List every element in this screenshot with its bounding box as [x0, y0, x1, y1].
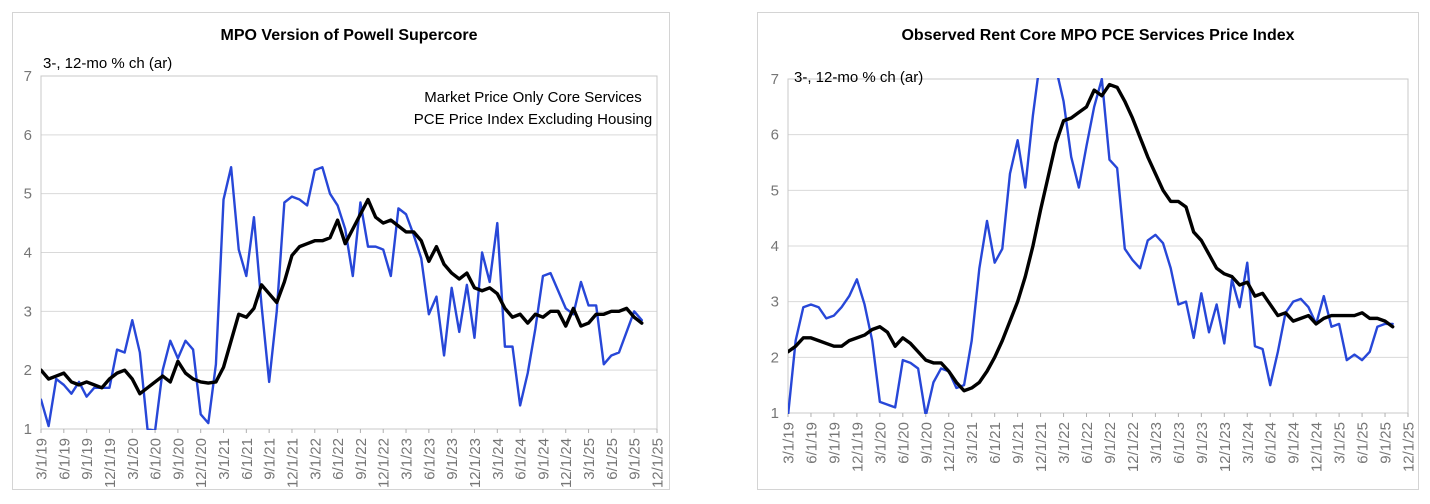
x-tick-label: 9/1/21: [262, 438, 279, 480]
y-axis-tick-labels: 1 2 3 4 5 6 7: [24, 68, 32, 438]
x-tick-label: 6/1/19: [56, 438, 73, 480]
x-tick-label: 3/1/25: [581, 438, 598, 480]
series-line-3mo: [788, 78, 1394, 414]
x-tick-label: 3/1/22: [1056, 422, 1073, 464]
y-tick-label: 4: [771, 238, 779, 255]
x-tick-label: 12/1/25: [1401, 422, 1418, 472]
y-tick-label: 3: [771, 294, 779, 311]
axis-units-label: 3-, 12-mo % ch (ar): [794, 69, 924, 86]
y-tick-label: 6: [24, 127, 32, 144]
x-tick-label: 6/1/20: [895, 422, 912, 464]
x-tick-label: 12/1/23: [1217, 422, 1234, 472]
x-tick-label: 12/1/19: [849, 422, 866, 472]
plot-border: [787, 78, 1409, 414]
x-tick-label: 6/1/20: [148, 438, 165, 480]
y-tick-label: 5: [771, 182, 779, 199]
chart-title: MPO Version of Powell Supercore: [220, 27, 478, 44]
x-tick-label: 12/1/24: [558, 438, 575, 488]
x-tick-label: 3/1/23: [399, 438, 416, 480]
plot-border: [40, 75, 658, 430]
x-tick-label: 9/1/20: [918, 422, 935, 464]
y-tick-label: 7: [771, 71, 779, 88]
x-tick-label: 12/1/20: [193, 438, 210, 488]
x-tick-label: 12/1/24: [1309, 422, 1326, 472]
x-tick-label: 9/1/21: [1010, 422, 1027, 464]
series-line-3mo: [41, 165, 643, 430]
x-tick-label: 3/1/19: [781, 422, 798, 464]
annotation-line-1: Market Price Only Core Services: [424, 89, 642, 106]
x-tick-label: 6/1/23: [421, 438, 438, 480]
x-tick-label: 12/1/21: [1033, 422, 1050, 472]
x-tick-label: 9/1/25: [1378, 422, 1395, 464]
y-axis-tick-labels: 1 2 3 4 5 6 7: [771, 71, 779, 422]
x-tick-label: 3/1/21: [964, 422, 981, 464]
y-tick-label: 5: [24, 186, 32, 203]
x-tick-label: 9/1/24: [535, 438, 552, 480]
x-tick-label: 12/1/22: [376, 438, 393, 488]
x-tick-label: 6/1/22: [1079, 422, 1096, 464]
y-tick-label: 4: [24, 245, 32, 262]
x-tick-label: 9/1/22: [1102, 422, 1119, 464]
x-axis-tick-labels: 3/1/19 6/1/19 9/1/19 12/1/19 3/1/20 6/1/20 9/1…: [34, 429, 667, 488]
x-tick-label: 6/1/24: [1263, 422, 1280, 464]
x-tick-label: 9/1/19: [826, 422, 843, 464]
x-tick-label: 9/1/24: [1286, 422, 1303, 464]
x-tick-label: 12/1/23: [467, 438, 484, 488]
series-lines: [788, 78, 1395, 414]
x-tick-label: 9/1/25: [627, 438, 644, 480]
line-chart-observed-rent-core: 1 2 3 4 5 6 7 3/1/19 6/1/19 9/1/19 12/1/19 3/1/20 6/…: [771, 71, 1418, 472]
x-tick-label: 6/1/19: [803, 422, 820, 464]
x-tick-label: 6/1/21: [239, 438, 256, 480]
x-tick-label: 3/1/23: [1148, 422, 1165, 464]
x-tick-label: 12/1/25: [650, 438, 667, 488]
series-line-12mo: [41, 197, 644, 396]
x-tick-label: 3/1/19: [34, 438, 51, 480]
chart-title: Observed Rent Core MPO PCE Services Pric…: [901, 27, 1295, 44]
x-tick-label: 6/1/25: [1355, 422, 1372, 464]
series-lines: [41, 165, 644, 430]
series-annotation: Market Price Only Core Services PCE Pric…: [414, 87, 652, 131]
x-tick-label: 3/1/25: [1332, 422, 1349, 464]
series-line-12mo: [788, 82, 1395, 393]
x-tick-label: 3/1/22: [307, 438, 324, 480]
x-tick-label: 12/1/20: [941, 422, 958, 472]
axis-units-label: 3-, 12-mo % ch (ar): [43, 55, 173, 72]
x-tick-label: 9/1/23: [1194, 422, 1211, 464]
x-tick-label: 3/1/21: [216, 438, 233, 480]
x-tick-label: 6/1/24: [513, 438, 530, 480]
x-tick-label: 3/1/20: [125, 438, 142, 480]
x-tick-label: 9/1/19: [79, 438, 96, 480]
x-tick-label: 3/1/24: [1240, 422, 1257, 464]
x-tick-label: 9/1/23: [444, 438, 461, 480]
y-tick-label: 2: [771, 349, 779, 366]
gridlines: [788, 134, 1408, 358]
x-tick-label: 6/1/22: [330, 438, 347, 480]
y-tick-label: 2: [24, 362, 32, 379]
x-tick-label: 3/1/24: [490, 438, 507, 480]
y-tick-label: 1: [24, 421, 32, 438]
x-tick-label: 6/1/23: [1171, 422, 1188, 464]
y-tick-label: 6: [771, 127, 779, 144]
x-tick-label: 9/1/20: [170, 438, 187, 480]
x-tick-label: 9/1/22: [353, 438, 370, 480]
x-tick-label: 6/1/25: [604, 438, 621, 480]
y-tick-label: 3: [24, 303, 32, 320]
line-chart-powell-supercore: 1 2 3 4 5 6 7 3/1/19 6/1/19 9/1/19 12/1/19 3/1/20 6/…: [24, 68, 667, 488]
x-tick-label: 12/1/19: [102, 438, 119, 488]
chart-panel-powell-supercore: 1 2 3 4 5 6 7 3/1/19 6/1/19 9/1/19 12/1/19 3/1/20 6/…: [12, 12, 670, 490]
x-tick-label: 12/1/22: [1125, 422, 1142, 472]
y-tick-label: 7: [24, 68, 32, 85]
x-tick-label: 6/1/21: [987, 422, 1004, 464]
x-axis-tick-labels: 3/1/19 6/1/19 9/1/19 12/1/19 3/1/20 6/1/20 9/1…: [781, 413, 1418, 472]
y-tick-label: 1: [771, 405, 779, 422]
chart-panel-observed-rent-core: 1 2 3 4 5 6 7 3/1/19 6/1/19 9/1/19 12/1/19 3/1/20 6/…: [757, 12, 1419, 490]
x-tick-label: 3/1/20: [872, 422, 889, 464]
x-tick-label: 12/1/21: [284, 438, 301, 488]
annotation-line-2: PCE Price Index Excluding Housing: [413, 111, 653, 128]
